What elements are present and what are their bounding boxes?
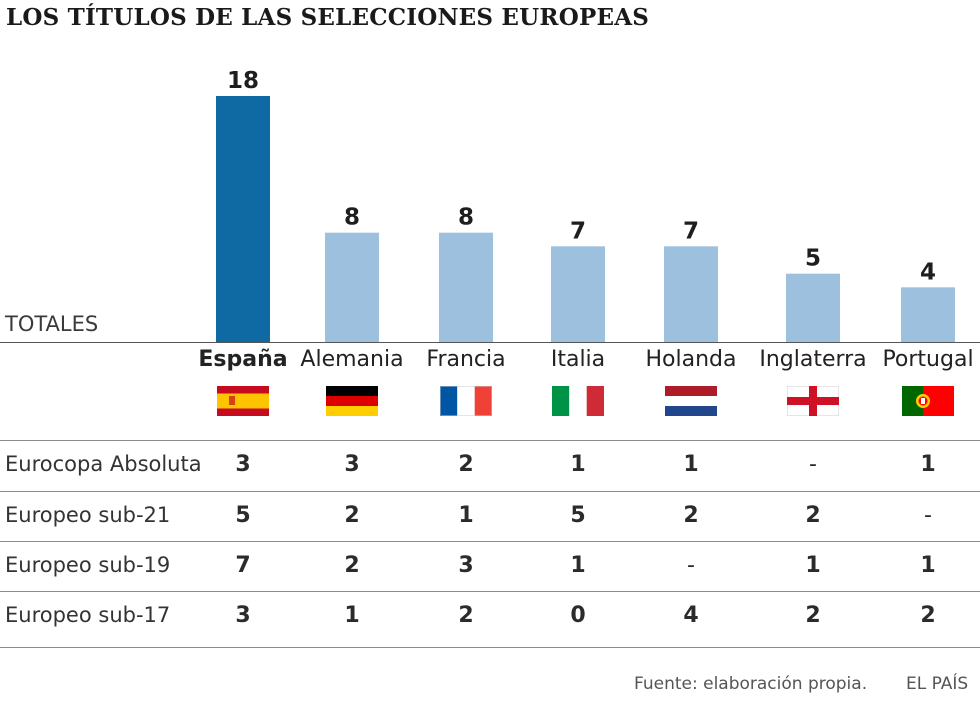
bar-value-label: 4 [920,259,936,285]
table-row-label: Europeo sub-17 [5,603,171,627]
table-divider [0,647,980,648]
table-cell: 0 [570,603,586,628]
table-cell: 1 [570,452,586,477]
table-row-label: Europeo sub-19 [5,553,171,577]
table-cell: 5 [235,503,251,528]
italy-flag-icon [552,386,604,416]
table-cell: 1 [344,603,360,628]
bar-chart: 18 8 8 7 7 5 4 [216,68,955,342]
bar-value-label: 18 [227,68,259,94]
table-divider [0,440,980,441]
table-cell: 4 [683,603,699,628]
england-flag-icon [787,386,839,416]
table-cell: 1 [920,553,936,578]
chart-baseline [0,342,980,343]
table-divider [0,541,980,542]
table-cell: 2 [920,603,936,628]
table-cell: 2 [458,603,474,628]
country-label: Francia [426,347,506,372]
table-cell: 2 [805,603,821,628]
bar-value-label: 7 [683,218,699,244]
bar-españa [216,96,270,342]
table-cell: 1 [805,553,821,578]
bar-value-label: 8 [344,205,360,231]
bar-alemania [325,232,379,342]
table-cell: 3 [458,553,474,578]
table-cell: - [809,452,817,477]
table-cell: 7 [235,553,251,578]
bar-holanda [664,246,718,342]
chart-title: LOS TÍTULOS DE LAS SELECCIONES EUROPEAS [6,4,650,31]
france-flag-icon [440,386,492,416]
portugal-flag-icon [902,386,954,416]
table-divider [0,491,980,492]
table-cell: 1 [683,452,699,477]
bar-francia [439,232,493,342]
country-label: Inglaterra [759,347,867,372]
netherlands-flag-icon [665,386,717,416]
country-label: Holanda [645,347,737,372]
bar-portugal [901,287,955,342]
table-cell: 2 [344,553,360,578]
table-cell: 2 [344,503,360,528]
country-label: Portugal [882,347,974,372]
country-label: Italia [550,347,606,372]
table-row-label: Eurocopa Absoluta [5,452,202,476]
country-label: España [198,347,288,372]
table-cell: 1 [920,452,936,477]
table-cell: 3 [235,452,251,477]
spain-flag-icon [217,386,269,416]
source-note: Fuente: elaboración propia. [634,674,868,694]
bar-value-label: 8 [458,205,474,231]
bar-inglaterra [786,273,840,342]
table-cell: 2 [458,452,474,477]
table-row-label: Europeo sub-21 [5,503,171,527]
table-cell: 3 [344,452,360,477]
totales-label: TOTALES [5,312,99,336]
bar-italia [551,246,605,342]
table-cell: 1 [570,553,586,578]
table-cell: - [924,503,932,528]
table-cell: 2 [683,503,699,528]
table-cell: 2 [805,503,821,528]
bar-value-label: 5 [805,246,821,272]
table-cell: - [687,553,695,578]
table-cell: 5 [570,503,586,528]
brand-label: EL PAÍS [906,674,969,694]
table-cell: 3 [235,603,251,628]
bar-value-label: 7 [570,218,586,244]
table-divider [0,591,980,592]
germany-flag-icon [326,386,378,416]
country-label: Alemania [300,347,404,372]
table-cell: 1 [458,503,474,528]
